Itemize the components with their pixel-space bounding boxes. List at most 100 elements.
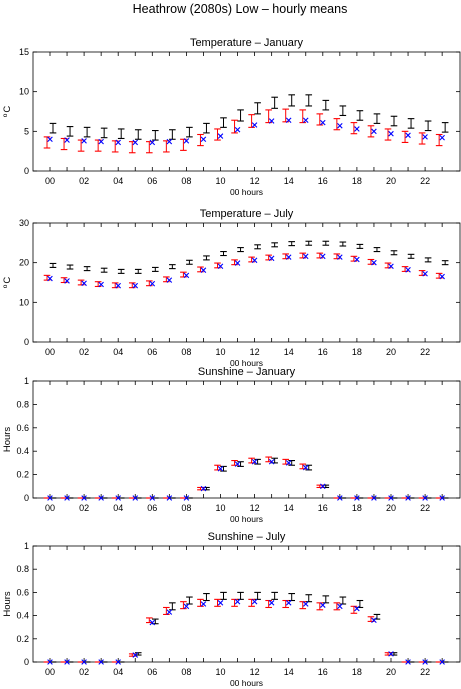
x-tick-label: 00	[45, 503, 55, 513]
x-marker-point	[149, 139, 156, 146]
x-marker-point	[81, 280, 87, 287]
errorbar-point	[288, 241, 295, 247]
errorbar-point	[305, 240, 313, 246]
x-marker-point	[388, 495, 394, 501]
x-tick-label: 08	[181, 176, 191, 186]
x-marker-point	[268, 118, 275, 124]
x-tick-label: 08	[181, 503, 191, 513]
errorbar-point	[237, 247, 244, 253]
x-marker-point	[251, 257, 258, 264]
errorbar-point	[83, 266, 91, 272]
x-marker-stroke	[405, 267, 411, 273]
x-marker-point	[251, 122, 258, 128]
x-marker-stroke	[302, 117, 309, 124]
x-marker-point	[302, 464, 309, 471]
errorbar-point	[203, 255, 210, 261]
x-tick-label: 02	[79, 176, 89, 186]
series-1	[49, 94, 449, 141]
x-tick-label: 10	[215, 667, 225, 677]
errorbar-point	[299, 109, 307, 124]
x-axis-label: 00 hours	[230, 187, 263, 197]
errorbar-point	[128, 282, 136, 289]
x-tick-label: 18	[352, 503, 362, 513]
errorbar-point	[186, 126, 193, 138]
errorbar-point	[197, 598, 204, 607]
x-marker-stroke	[354, 256, 360, 263]
x-marker-stroke	[115, 495, 121, 501]
x-tick-label: 10	[215, 347, 225, 357]
errorbar-point	[288, 94, 295, 107]
x-tick-label: 00	[45, 667, 55, 677]
errorbar-point	[169, 264, 176, 270]
x-marker-point	[166, 609, 173, 615]
errorbar-point	[180, 601, 187, 610]
x-marker-point	[354, 495, 360, 501]
x-marker-stroke	[200, 136, 207, 143]
x-marker-stroke	[64, 278, 70, 284]
errorbar-point	[60, 137, 68, 151]
errorbar-point	[186, 596, 193, 605]
x-marker-point	[81, 659, 87, 665]
y-axis-label: oC	[2, 277, 14, 289]
errorbar-point	[339, 105, 347, 117]
errorbar-point	[134, 652, 142, 656]
errorbar-point	[350, 122, 358, 135]
series-3	[47, 458, 445, 501]
x-marker-point	[98, 138, 104, 145]
degree-symbol: o	[2, 284, 9, 288]
errorbar-point	[322, 99, 330, 111]
x-marker-point	[268, 255, 275, 262]
x-tick-label: 16	[318, 503, 328, 513]
y-tick-label: 0.8	[16, 564, 29, 574]
x-marker-stroke	[234, 260, 241, 266]
x-axis-label: 00 hours	[230, 514, 263, 524]
x-marker-point	[217, 465, 224, 472]
series-1	[49, 591, 449, 663]
x-tick-label: 20	[386, 176, 396, 186]
x-marker-stroke	[132, 495, 139, 501]
errorbar-point	[254, 244, 261, 250]
x-marker-point	[166, 138, 173, 145]
x-marker-stroke	[251, 122, 258, 128]
x-marker-point	[285, 254, 292, 260]
x-marker-point	[98, 281, 104, 288]
errorbar-point	[248, 256, 255, 263]
errorbar-point	[197, 133, 204, 147]
x-marker-point	[251, 458, 258, 465]
x-marker-stroke	[320, 253, 326, 260]
x-marker-point	[422, 495, 428, 501]
x-marker-point	[149, 495, 156, 501]
x-marker-stroke	[302, 253, 309, 260]
x-marker-point	[320, 253, 326, 260]
x-marker-stroke	[98, 138, 104, 145]
chart-panel-4: Sunshine – July 0 0.2 0.4 0.6 0.8 1 00 02 04 06 08 1…	[2, 531, 461, 688]
x-marker-stroke	[268, 458, 275, 465]
x-marker-point	[320, 602, 326, 608]
chart-panel-3: Sunshine – January 0 0.2 0.4 0.6 0.8 1 00 02 04 06…	[2, 366, 461, 524]
errorbar-point	[94, 139, 102, 152]
x-axis-label: 00 hours	[230, 358, 263, 368]
errorbar-point	[220, 117, 227, 128]
errorbar-point	[367, 258, 375, 265]
errorbar-point	[316, 252, 324, 259]
x-marker-stroke	[98, 659, 104, 665]
x-marker-point	[405, 659, 411, 665]
errorbar-point	[339, 241, 347, 247]
x-marker-stroke	[98, 281, 104, 288]
errorbar-point	[134, 129, 142, 140]
errorbar-point	[356, 110, 364, 121]
x-marker-stroke	[166, 277, 173, 283]
errorbar-point	[350, 605, 358, 614]
errorbar-point	[265, 109, 272, 124]
x-marker-stroke	[422, 270, 428, 277]
x-tick-label: 14	[284, 667, 294, 677]
x-marker-stroke	[166, 609, 173, 615]
x-marker-stroke	[337, 495, 343, 501]
x-marker-stroke	[64, 495, 70, 501]
x-tick-label: 12	[250, 347, 260, 357]
errorbar-point	[214, 128, 221, 141]
errorbar-point	[237, 591, 244, 600]
errorbar-point	[237, 109, 244, 122]
errorbar-point	[441, 122, 449, 133]
x-marker-stroke	[285, 600, 292, 606]
